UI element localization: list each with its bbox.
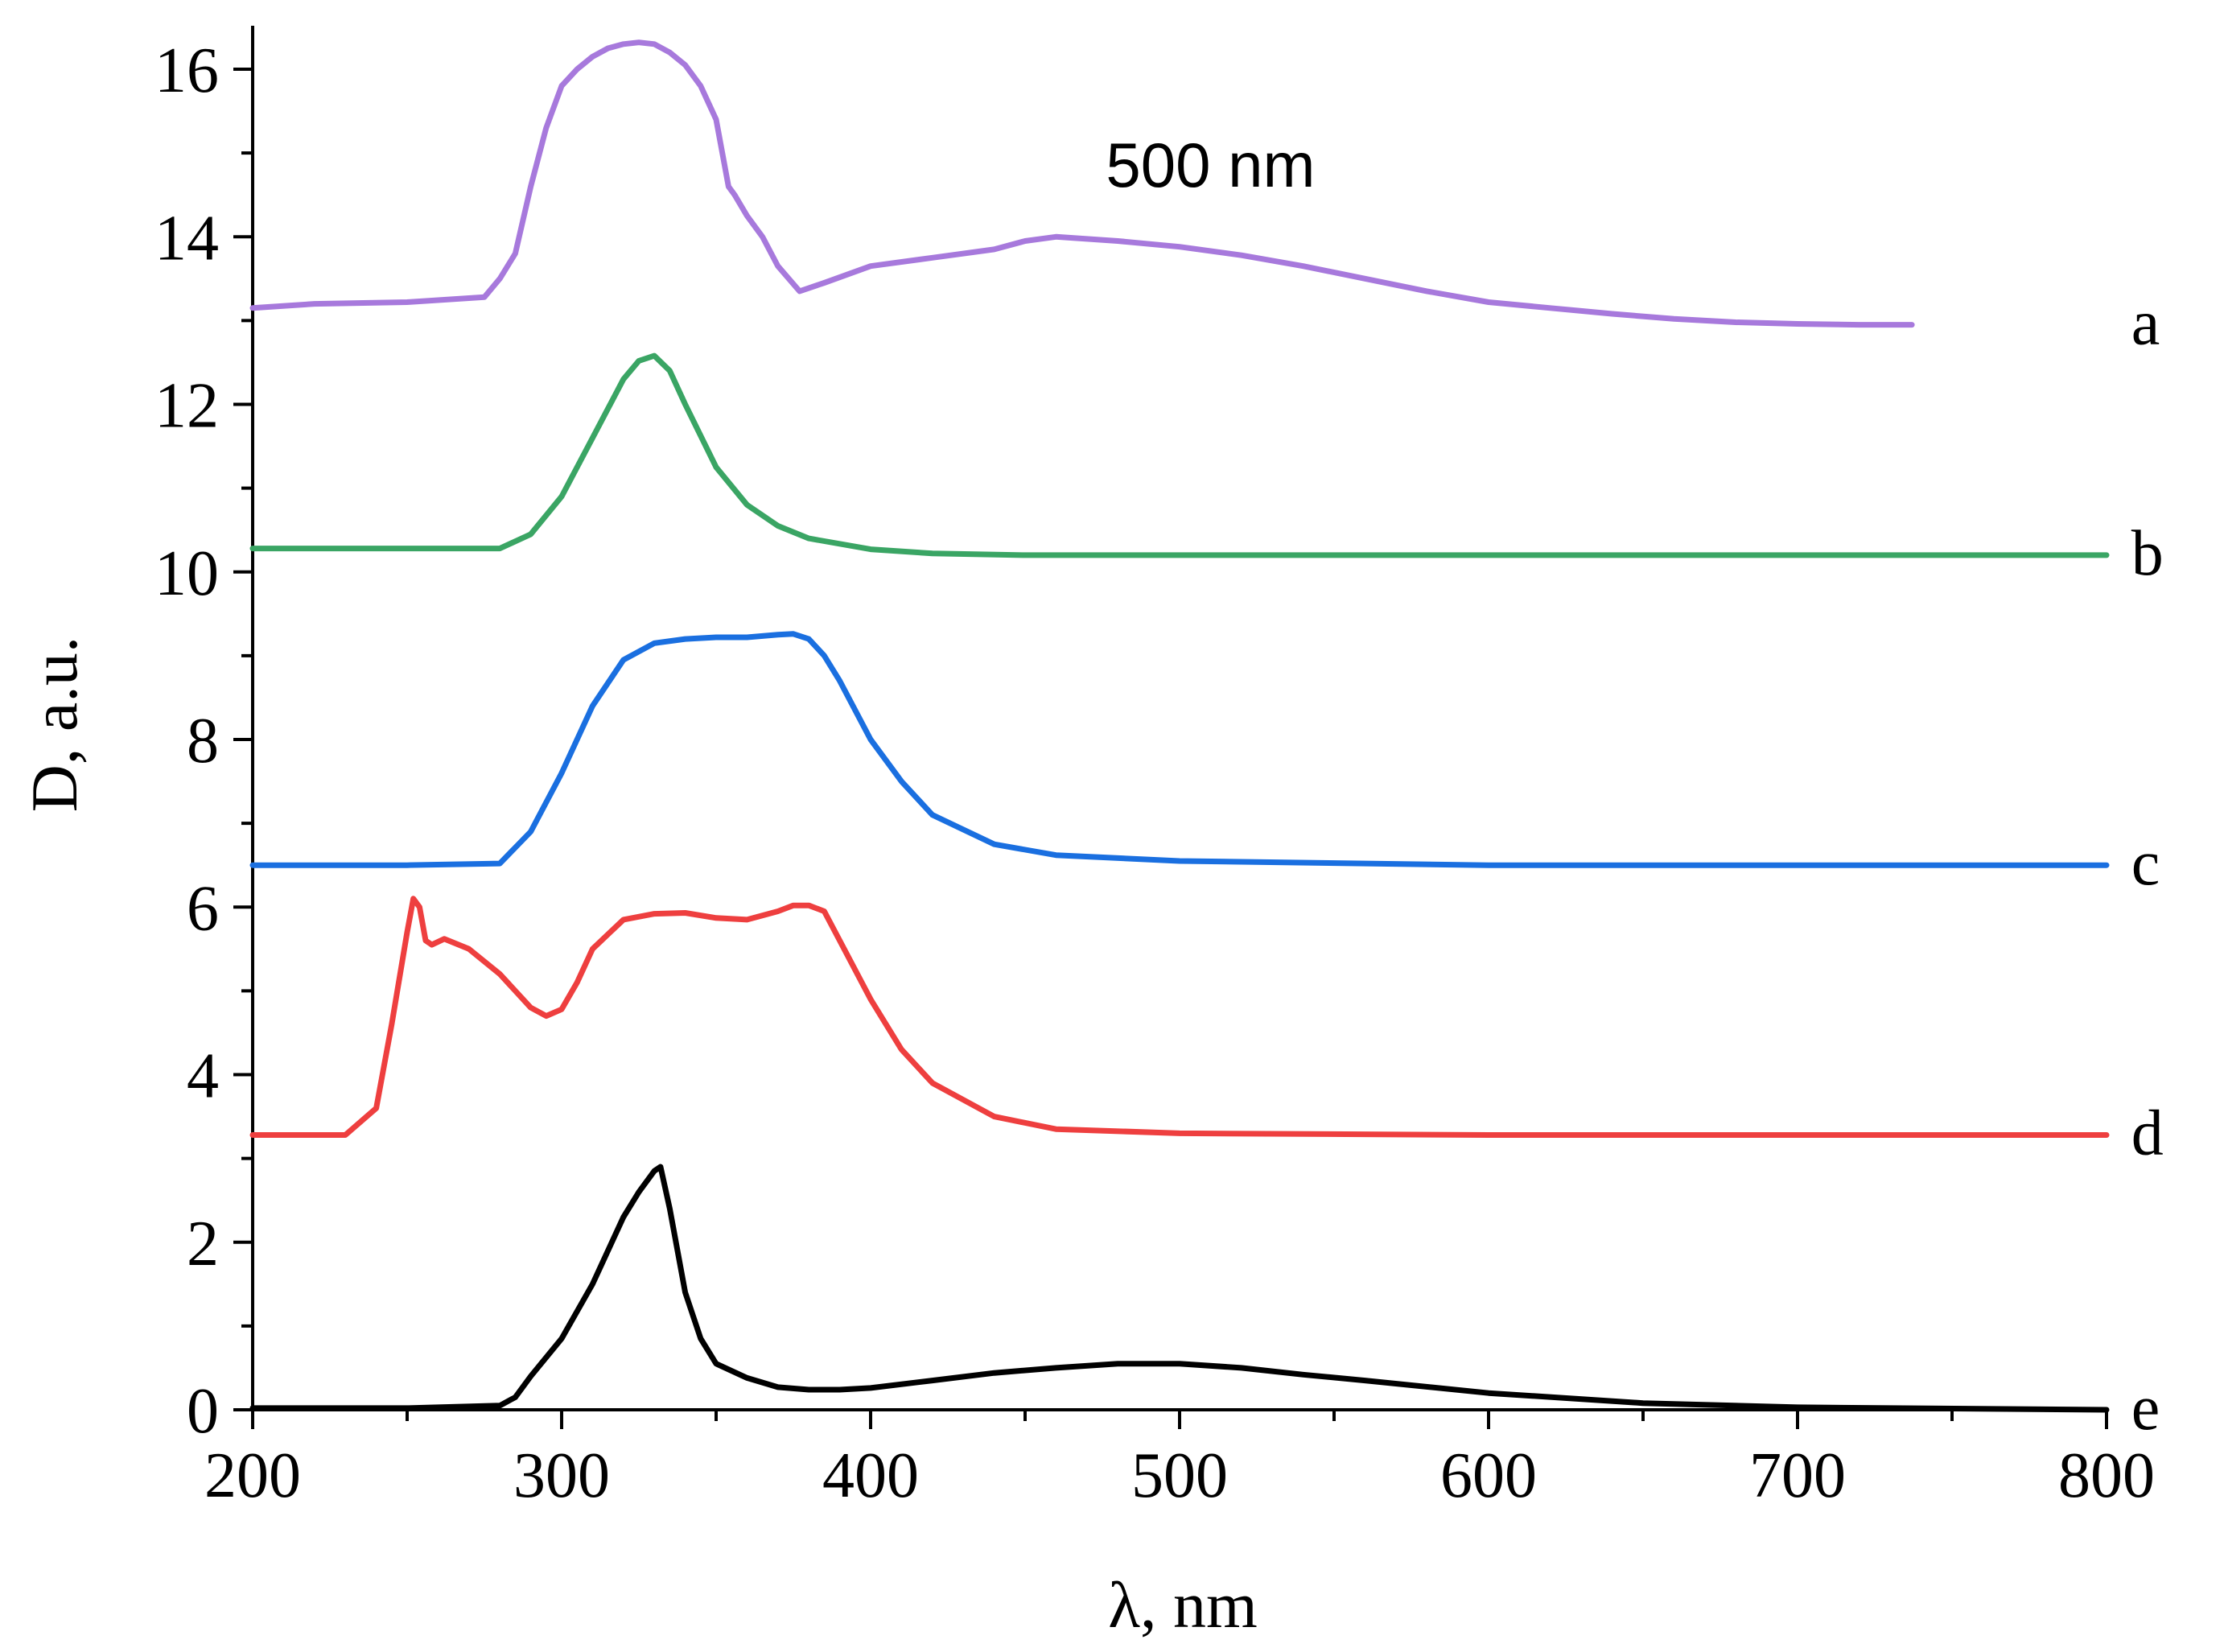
- x-tick-label: 300: [513, 1440, 610, 1511]
- series-lines: [249, 39, 2110, 1413]
- series-line-b: [249, 352, 2110, 558]
- series-line-a: [249, 39, 1915, 328]
- series-line-c: [249, 631, 2110, 868]
- y-tick-label: 8: [187, 706, 219, 777]
- series-line-e: [249, 1164, 2110, 1413]
- y-axis-title: D, a.u.: [18, 636, 91, 813]
- x-tick-label: 700: [1749, 1440, 1846, 1511]
- series-line-d: [249, 896, 2110, 1138]
- x-tick-label: 500: [1131, 1440, 1228, 1511]
- y-tick-label: 14: [154, 203, 219, 274]
- y-tick-label: 10: [154, 538, 219, 609]
- curve-label-b: b: [2131, 518, 2164, 589]
- x-tick-label: 600: [1440, 1440, 1537, 1511]
- y-tick-label: 4: [187, 1041, 219, 1112]
- y-tick-label: 0: [187, 1376, 219, 1447]
- curve-label-d: d: [2131, 1098, 2164, 1168]
- annotation-500nm: 500 nm: [1106, 130, 1315, 200]
- curve-label-a: a: [2131, 288, 2160, 359]
- curve-label-c: c: [2131, 828, 2160, 899]
- axes: [251, 26, 2107, 1411]
- y-tick-label: 16: [154, 35, 219, 106]
- x-tick-label: 400: [822, 1440, 919, 1511]
- x-tick-label: 200: [204, 1440, 301, 1511]
- curve-labels: a b c d e: [2131, 288, 2164, 1444]
- y-tick-label: 2: [187, 1209, 219, 1279]
- axis-ticks: 200 300 400 500 600 700 800 0 2 4 6 8 10 12 14 16: [154, 35, 2155, 1511]
- x-axis-title: λ, nm: [1108, 1568, 1258, 1642]
- y-tick-label: 12: [154, 371, 219, 442]
- x-tick-label: 800: [2058, 1440, 2155, 1511]
- curve-label-e: e: [2131, 1373, 2160, 1444]
- y-tick-label: 6: [187, 873, 219, 944]
